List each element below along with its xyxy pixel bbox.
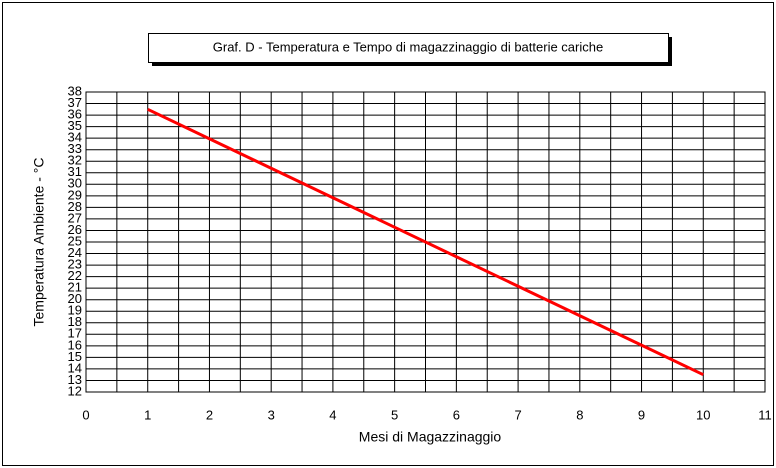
- chart-title: Graf. D - Temperatura e Tempo di magazzi…: [213, 39, 603, 54]
- y-tick-label: 34: [68, 130, 82, 145]
- y-tick-label: 31: [68, 164, 82, 179]
- y-tick-label: 18: [68, 314, 82, 329]
- y-axis-label: Temperatura Ambiente - °C: [31, 157, 47, 326]
- x-axis-label: Mesi di Magazzinaggio: [359, 429, 502, 445]
- title-box: [148, 33, 669, 63]
- x-tick-label: 9: [638, 407, 645, 422]
- y-tick-label: 38: [68, 83, 82, 98]
- y-tick-label: 27: [68, 210, 82, 225]
- x-tick-label: 4: [329, 407, 336, 422]
- x-tick-label: 11: [758, 407, 772, 422]
- x-tick-label: 10: [696, 407, 710, 422]
- x-tick-label: 6: [453, 407, 460, 422]
- y-tick-label: 35: [68, 118, 82, 133]
- y-tick-label: 24: [68, 245, 82, 260]
- y-tick-label: 36: [68, 107, 82, 122]
- x-tick-label: 7: [514, 407, 521, 422]
- x-tick-label: 2: [206, 407, 213, 422]
- y-tick-label: 12: [68, 383, 82, 398]
- line-series: [147, 107, 704, 377]
- y-tick-label: 15: [68, 349, 82, 364]
- y-tick-label: 33: [68, 141, 82, 156]
- y-tick-label: 28: [68, 199, 82, 214]
- y-tick-label: 30: [68, 176, 82, 191]
- y-tick-label: 25: [68, 233, 82, 248]
- x-tick-label: 5: [391, 407, 398, 422]
- y-tick-label: 16: [68, 337, 82, 352]
- y-tick-label: 23: [68, 257, 82, 272]
- y-tick-label: 13: [68, 372, 82, 387]
- x-tick-label: 1: [144, 407, 151, 422]
- y-tick-label: 21: [68, 280, 82, 295]
- x-tick-label: 0: [82, 407, 89, 422]
- y-tick-label: 20: [68, 291, 82, 306]
- y-tick-label: 29: [68, 187, 82, 202]
- x-tick-label: 8: [576, 407, 583, 422]
- y-tick-label: 22: [68, 268, 82, 283]
- y-tick-label: 19: [68, 303, 82, 318]
- y-tick-label: 26: [68, 222, 82, 237]
- y-tick-label: 17: [68, 326, 82, 341]
- y-tick-label: 14: [68, 360, 82, 375]
- x-tick-label: 3: [268, 407, 275, 422]
- y-tick-label: 32: [68, 153, 82, 168]
- y-tick-label: 37: [68, 95, 82, 110]
